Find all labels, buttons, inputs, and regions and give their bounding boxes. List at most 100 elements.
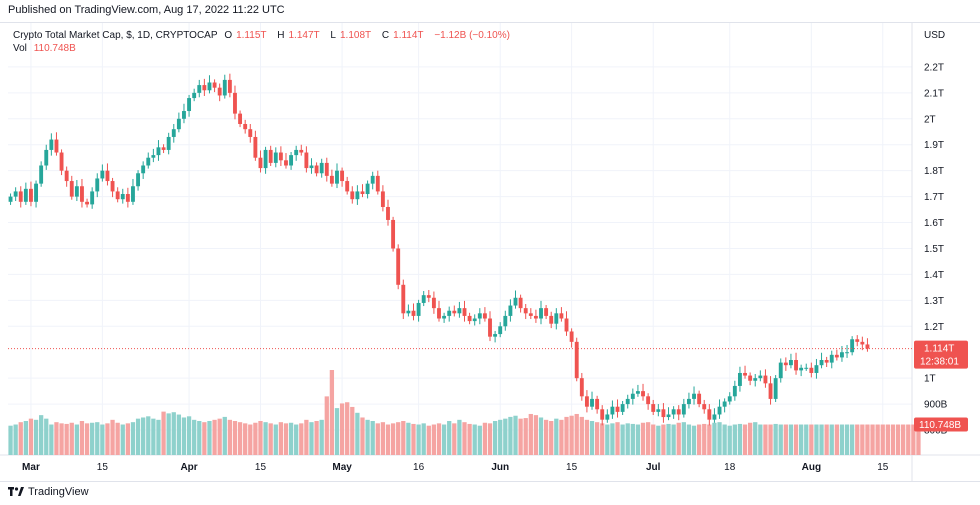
volume-bar bbox=[8, 425, 13, 455]
volume-bar bbox=[304, 419, 309, 455]
candle-body bbox=[743, 372, 747, 376]
volume-bar bbox=[227, 419, 233, 455]
candle-body bbox=[233, 92, 237, 114]
volume-bar bbox=[84, 423, 90, 455]
candle-body bbox=[773, 378, 778, 399]
y-tick-label: 1.2T bbox=[924, 322, 944, 333]
volume-bar bbox=[742, 424, 748, 455]
candle-body bbox=[125, 194, 130, 202]
candle-body bbox=[401, 284, 406, 314]
volume-bar bbox=[824, 424, 829, 455]
candle-body bbox=[39, 165, 44, 184]
volume-bar bbox=[44, 418, 49, 455]
volume-bar bbox=[181, 417, 187, 455]
volume-bar bbox=[79, 421, 85, 455]
candle-body bbox=[391, 219, 396, 249]
candle-body bbox=[294, 149, 299, 156]
last-price-label: 1.114T bbox=[924, 344, 954, 355]
candle-body bbox=[375, 175, 380, 192]
volume-bar bbox=[263, 422, 268, 455]
candle-body bbox=[778, 362, 783, 379]
y-tick-label: 2.1T bbox=[924, 88, 944, 99]
low-label: L bbox=[330, 30, 336, 41]
volume-bar bbox=[314, 421, 319, 455]
candle-body bbox=[365, 183, 370, 195]
y-tick-label: 1.4T bbox=[924, 270, 944, 281]
volume-bar bbox=[431, 424, 437, 455]
candle-body bbox=[809, 367, 814, 373]
candle-body bbox=[309, 165, 314, 169]
volume-bar bbox=[569, 415, 574, 455]
volume-bar bbox=[681, 422, 686, 455]
x-tick-label: 15 bbox=[97, 462, 109, 473]
candle-body bbox=[8, 196, 13, 202]
volume-bar bbox=[197, 421, 202, 455]
candle-body bbox=[222, 79, 227, 96]
ohlc-row: Crypto Total Market Cap, $, 1D, CRYPTOCA… bbox=[13, 29, 514, 42]
candle-body bbox=[712, 414, 717, 420]
volume-bar bbox=[702, 423, 707, 455]
volume-bar bbox=[829, 424, 834, 455]
volume-bar bbox=[401, 421, 406, 455]
volume-bar bbox=[753, 422, 758, 455]
volume-bar bbox=[426, 425, 431, 455]
x-tick-label: Jul bbox=[646, 462, 661, 473]
volume-bar bbox=[477, 425, 482, 455]
volume-bar bbox=[232, 421, 238, 455]
candle-body bbox=[314, 165, 319, 174]
price-chart[interactable]: USD 2.2T 2.1T 2T 1.9T 1.8T 1.7T 1.6T 1.5T 1.4T 1.3… bbox=[0, 23, 980, 481]
volume-bar bbox=[860, 424, 865, 455]
volume-bar bbox=[345, 402, 350, 455]
volume-bar bbox=[472, 424, 477, 455]
y-tick-label: 1.6T bbox=[924, 218, 944, 229]
volume-bar bbox=[329, 370, 335, 455]
candle-body bbox=[574, 341, 579, 379]
volume-bar bbox=[906, 424, 911, 455]
volume-bar bbox=[334, 408, 340, 455]
volume-bar bbox=[559, 419, 564, 455]
y-tick-label: 900B bbox=[924, 400, 948, 411]
volume-bar bbox=[253, 422, 258, 455]
volume-bar bbox=[620, 424, 625, 455]
candle-body bbox=[748, 375, 753, 381]
volume-bar bbox=[834, 424, 839, 455]
candle-body bbox=[595, 398, 600, 410]
candle-body bbox=[23, 188, 28, 202]
candle-body bbox=[579, 378, 584, 397]
x-tick-label: 15 bbox=[255, 462, 267, 473]
candle-body bbox=[707, 409, 712, 420]
footer-brand[interactable]: TradingView bbox=[8, 486, 89, 498]
candle-body bbox=[462, 308, 467, 316]
volume-bar bbox=[793, 424, 799, 455]
candle-body bbox=[136, 173, 141, 187]
candle-body bbox=[753, 378, 758, 381]
volume-bar bbox=[237, 422, 243, 455]
volume-bar bbox=[901, 424, 906, 455]
volume-bar bbox=[880, 424, 885, 455]
volume-bar bbox=[411, 423, 416, 455]
candle-body bbox=[539, 308, 543, 319]
volume-bar bbox=[645, 422, 651, 455]
candle-body bbox=[192, 92, 197, 99]
candle-body bbox=[493, 334, 498, 337]
y-tick-label: 1.3T bbox=[924, 296, 944, 307]
candle-body bbox=[442, 315, 447, 319]
x-tick-label: 16 bbox=[413, 462, 425, 473]
y-tick-label: 1T bbox=[924, 374, 936, 385]
volume-bar bbox=[809, 424, 814, 455]
volume-bar bbox=[288, 422, 294, 455]
candle-body bbox=[569, 331, 574, 342]
candle-body bbox=[248, 129, 253, 137]
candle-body bbox=[635, 391, 640, 394]
volume-bar bbox=[605, 424, 610, 455]
volume-bar bbox=[380, 422, 386, 455]
candle-body bbox=[227, 79, 232, 93]
open-value: 1.115T bbox=[236, 30, 267, 41]
volume-bar bbox=[747, 422, 753, 455]
volume-bar bbox=[870, 424, 875, 455]
candle-body bbox=[85, 201, 89, 205]
candle-body bbox=[671, 409, 676, 415]
candle-body bbox=[80, 186, 84, 202]
chart-frame: USD 2.2T 2.1T 2T 1.9T 1.8T 1.7T 1.6T 1.5T 1.4T 1.3… bbox=[0, 22, 980, 482]
volume-bar bbox=[457, 419, 462, 455]
